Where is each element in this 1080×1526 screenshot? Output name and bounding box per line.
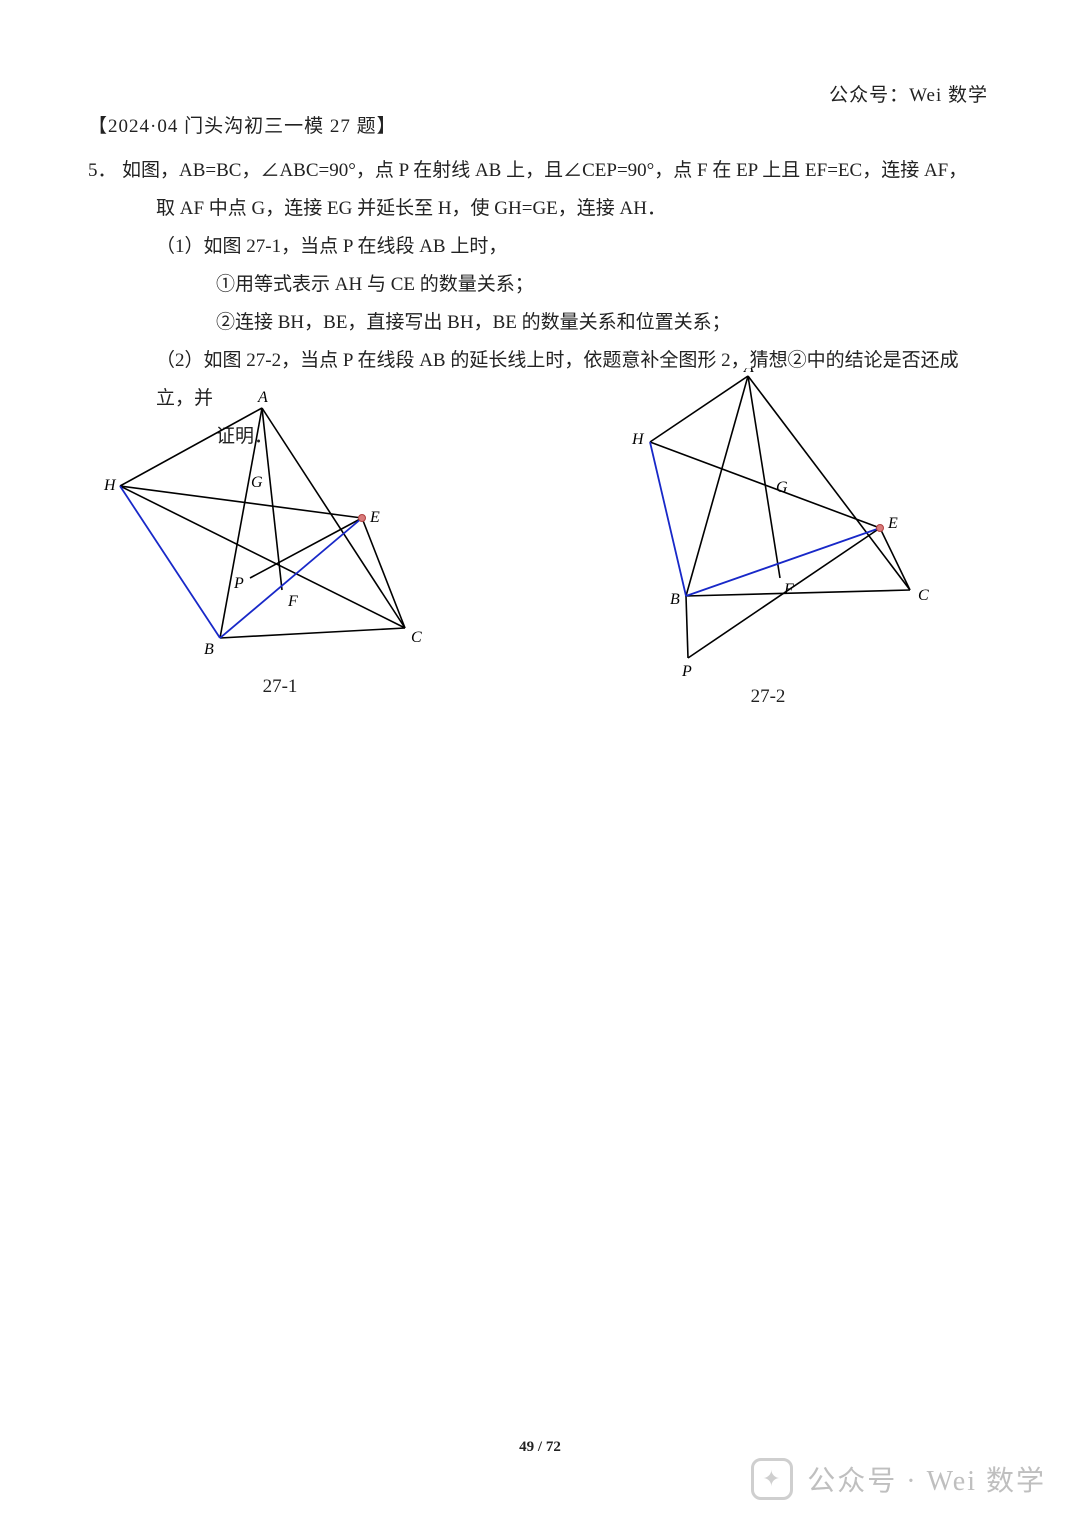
figures-row: H A G E P F B C 27-1 A H G E B F C P 27-2 <box>88 388 992 788</box>
svg-text:G: G <box>776 479 788 496</box>
part1-sub2: ②连接 BH，BE，直接写出 BH，BE 的数量关系和位置关系； <box>88 304 992 342</box>
footer-watermark: ✦ 公众号 · Wei 数学 <box>751 1458 1046 1500</box>
figure-27-2-svg: A H G E B F C P <box>588 368 948 678</box>
svg-text:G: G <box>251 474 263 491</box>
question-number: 5． <box>88 152 122 190</box>
svg-text:C: C <box>411 629 422 646</box>
stem-text-1: 如图，AB=BC，∠ABC=90°，点 P 在射线 AB 上，且∠CEP=90°… <box>122 160 967 181</box>
svg-text:A: A <box>257 389 268 406</box>
svg-text:A: A <box>743 368 754 376</box>
svg-text:P: P <box>681 663 692 678</box>
question-stem-line1: 5．如图，AB=BC，∠ABC=90°，点 P 在射线 AB 上，且∠CEP=9… <box>88 152 992 190</box>
svg-text:F: F <box>287 593 298 610</box>
svg-text:B: B <box>204 641 214 658</box>
svg-text:P: P <box>233 575 244 592</box>
page-number: 49 / 72 <box>0 1439 1080 1456</box>
svg-text:E: E <box>369 509 380 526</box>
svg-text:H: H <box>631 431 645 448</box>
header-source: 公众号：Wei 数学 <box>829 80 988 107</box>
part1-sub1: ①用等式表示 AH 与 CE 的数量关系； <box>88 266 992 304</box>
question-stem-line2: 取 AF 中点 G，连接 EG 并延长至 H，使 GH=GE，连接 AH． <box>88 190 992 228</box>
source-line: 【2024·04 门头沟初三一模 27 题】 <box>88 108 992 146</box>
svg-text:F: F <box>783 581 794 598</box>
svg-text:C: C <box>918 587 929 604</box>
figure-27-1-caption: 27-1 <box>100 676 460 698</box>
wechat-icon: ✦ <box>751 1458 793 1500</box>
part1-head: （1）如图 27-1，当点 P 在线段 AB 上时， <box>88 228 992 266</box>
figure-27-2-caption: 27-2 <box>588 686 948 708</box>
figure-27-1: H A G E P F B C 27-1 <box>100 388 460 698</box>
svg-text:B: B <box>670 591 680 608</box>
figure-27-1-svg: H A G E P F B C <box>100 388 460 668</box>
svg-text:H: H <box>103 477 117 494</box>
svg-text:E: E <box>887 515 898 532</box>
watermark-text: 公众号 · Wei 数学 <box>807 1459 1046 1499</box>
figure-27-2: A H G E B F C P 27-2 <box>588 368 948 708</box>
